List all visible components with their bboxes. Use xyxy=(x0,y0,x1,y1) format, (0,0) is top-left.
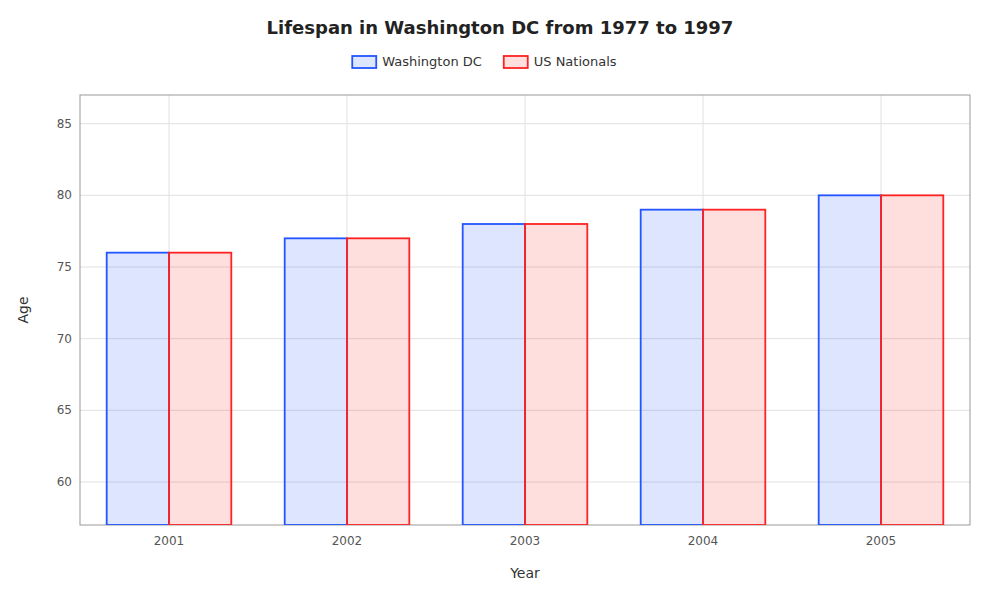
title: Lifespan in Washington DC from 1977 to 1… xyxy=(267,17,734,38)
legend-label: Washington DC xyxy=(382,54,482,69)
grid xyxy=(80,95,970,525)
bar xyxy=(107,253,169,525)
y-tick-label: 80 xyxy=(57,188,72,202)
y-tick-label: 70 xyxy=(57,332,72,346)
x-tick-label: 2001 xyxy=(154,534,185,548)
y-tick-label: 85 xyxy=(57,117,72,131)
legend: Washington DC US Nationals xyxy=(352,54,617,69)
x-tick-label: 2003 xyxy=(510,534,541,548)
bar xyxy=(463,224,525,525)
legend-label: US Nationals xyxy=(534,54,617,69)
y-axis-label: Age xyxy=(15,296,31,323)
bar xyxy=(881,195,943,525)
bar xyxy=(703,210,765,525)
y-tick-label: 75 xyxy=(57,260,72,274)
bar xyxy=(169,253,231,525)
bar xyxy=(819,195,881,525)
legend-swatch xyxy=(504,56,528,68)
legend-swatch xyxy=(352,56,376,68)
x-axis-label: Year xyxy=(509,565,540,581)
plot-frame xyxy=(80,95,970,525)
bar xyxy=(285,238,347,525)
bars xyxy=(107,195,944,525)
bar xyxy=(641,210,703,525)
y-tick-label: 65 xyxy=(57,403,72,417)
chart: 60 65 70 75 80 85 2001 2002 2003 2004 2005 Year Age L… xyxy=(0,0,1000,600)
y-tick-label: 60 xyxy=(57,475,72,489)
bar xyxy=(347,238,409,525)
bar xyxy=(525,224,587,525)
x-tick-label: 2005 xyxy=(866,534,897,548)
x-tick-label: 2004 xyxy=(688,534,719,548)
x-tick-label: 2002 xyxy=(332,534,363,548)
